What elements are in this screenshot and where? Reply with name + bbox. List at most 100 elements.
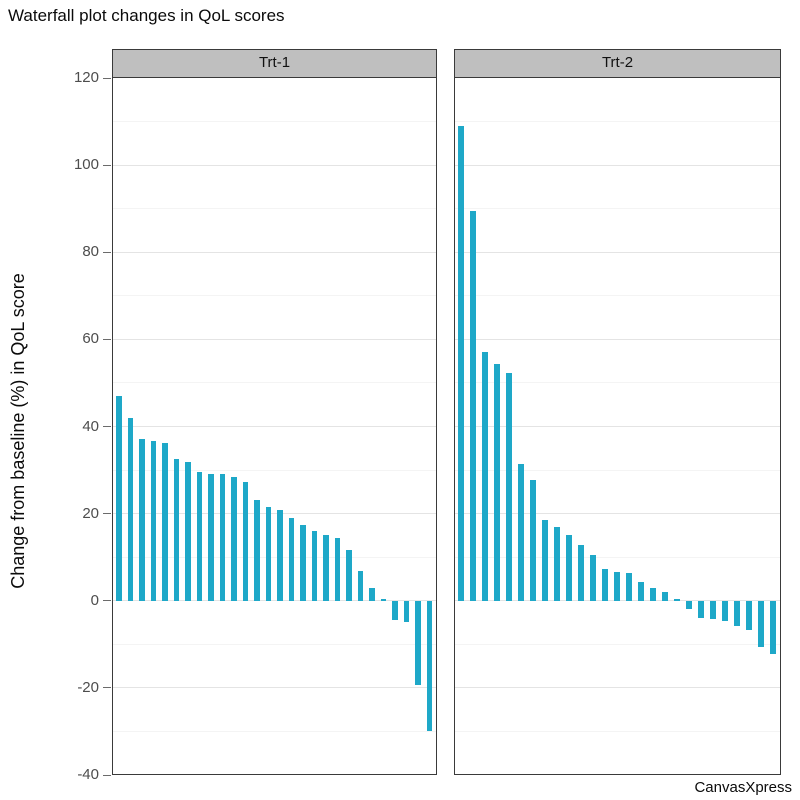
waterfall-bar: [698, 600, 704, 619]
waterfall-bar: [530, 479, 536, 601]
waterfall-bar: [173, 459, 179, 601]
waterfall-bar: [746, 600, 752, 631]
gridline-major: [455, 426, 780, 427]
gridline-minor: [113, 643, 436, 645]
gridline-minor: [455, 295, 780, 297]
y-tick-mark: [103, 774, 111, 776]
waterfall-bar: [323, 535, 329, 601]
y-tick-mark: [103, 251, 111, 253]
waterfall-bar: [566, 535, 572, 601]
gridline-minor: [113, 382, 436, 384]
y-tick-label: 40: [82, 417, 99, 435]
waterfall-bar: [208, 473, 214, 601]
gridline-major: [455, 338, 780, 340]
waterfall-bar: [426, 600, 432, 732]
waterfall-bar: [542, 519, 548, 601]
gridline-minor: [455, 382, 780, 384]
gridline-minor: [455, 208, 780, 210]
waterfall-bar: [494, 364, 500, 601]
gridline-major: [455, 513, 780, 515]
waterfall-bar: [758, 600, 764, 647]
waterfall-bar: [380, 598, 386, 601]
gridline-major: [455, 164, 780, 166]
waterfall-bar: [674, 598, 680, 601]
gridline-major: [113, 164, 436, 166]
waterfall-bar: [277, 510, 283, 601]
waterfall-bar: [403, 600, 409, 623]
gridline-major: [113, 600, 436, 602]
y-tick-label: 100: [73, 156, 99, 174]
waterfall-bar: [311, 531, 317, 601]
waterfall-bar: [614, 571, 620, 601]
y-tick-label: -40: [77, 766, 99, 783]
y-axis-title: Change from baseline (%) in QoL score: [8, 273, 28, 589]
panel-label: Trt-2: [601, 54, 634, 71]
gridline-major: [113, 251, 436, 253]
y-tick-mark: [103, 164, 111, 166]
waterfall-bar: [626, 572, 632, 601]
waterfall-bar: [265, 507, 271, 601]
waterfall-bar: [686, 600, 692, 610]
waterfall-bar: [254, 499, 260, 601]
waterfall-bar: [770, 600, 776, 655]
waterfall-bar: [288, 517, 294, 601]
waterfall-bar: [231, 476, 237, 601]
y-tick-mark: [103, 77, 111, 79]
gridline-minor: [113, 295, 436, 297]
gridline-minor: [455, 556, 780, 558]
gridline-major: [455, 251, 780, 253]
waterfall-bar: [638, 582, 644, 601]
waterfall-bar: [369, 588, 375, 601]
panel-plot-trt-1[interactable]: [112, 78, 437, 775]
waterfall-bar: [590, 554, 596, 601]
waterfall-bar: [139, 438, 145, 601]
gridline-minor: [455, 730, 780, 732]
y-tick-mark: [103, 338, 111, 340]
waterfall-bar: [219, 474, 225, 601]
waterfall-bar: [554, 526, 560, 601]
waterfall-bar: [482, 352, 488, 601]
gridline-minor: [113, 208, 436, 210]
waterfall-bar: [662, 592, 668, 601]
y-tick-mark: [103, 600, 111, 602]
waterfall-bar: [578, 545, 584, 601]
waterfall-bar: [458, 125, 464, 601]
gridline-major: [113, 687, 436, 689]
canvasxpress-watermark: CanvasXpress: [694, 779, 792, 796]
y-tick-label: 60: [82, 330, 99, 348]
waterfall-bar: [300, 524, 306, 601]
gridline-major: [455, 600, 780, 602]
waterfall-bar: [127, 417, 133, 601]
waterfall-bar: [470, 210, 476, 601]
panel-plot-trt-2[interactable]: [454, 78, 781, 775]
gridline-minor: [455, 121, 780, 123]
waterfall-bar: [150, 441, 156, 601]
waterfall-bar: [196, 472, 202, 601]
panel-header-trt-2: Trt-2: [454, 49, 781, 78]
y-tick-label: -20: [77, 678, 99, 696]
y-tick-label: 80: [82, 243, 99, 261]
gridline-major: [113, 513, 436, 515]
gridline-minor: [113, 730, 436, 732]
waterfall-bar: [116, 396, 122, 601]
waterfall-bar: [162, 443, 168, 601]
waterfall-bar: [334, 538, 340, 601]
y-tick-label: 20: [82, 504, 99, 522]
gridline-minor: [113, 469, 436, 471]
panel-header-trt-1: Trt-1: [112, 49, 437, 78]
y-tick-mark: [103, 687, 111, 689]
waterfall-bar: [346, 549, 352, 601]
waterfall-bar: [392, 600, 398, 621]
chart-title: Waterfall plot changes in QoL scores: [8, 6, 285, 25]
gridline-major: [113, 426, 436, 427]
gridline-minor: [455, 469, 780, 471]
panel-label: Trt-1: [258, 54, 291, 71]
waterfall-bar: [506, 373, 512, 601]
waterfall-bar: [710, 600, 716, 620]
waterfall-bar: [650, 587, 656, 601]
y-tick-label: 0: [90, 591, 99, 609]
y-tick-mark: [103, 513, 111, 515]
waterfall-bar: [734, 600, 740, 626]
gridline-minor: [113, 121, 436, 123]
